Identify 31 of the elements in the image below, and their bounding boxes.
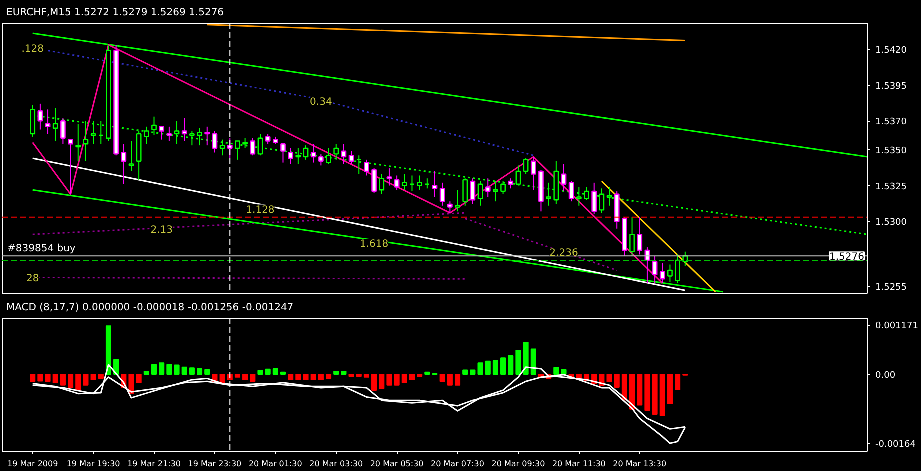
x-tick-label: 19 Mar 23:30 xyxy=(188,460,242,468)
x-tick-label: 20 Mar 07:30 xyxy=(431,460,484,468)
annotation: 0.34 xyxy=(310,97,332,108)
annotation: .128 xyxy=(22,44,44,55)
chart-title: MACD (8,17,7) 0.000000 -0.000018 -0.001256 -0.001247 xyxy=(6,302,294,314)
x-tick-label: 20 Mar 09:30 xyxy=(492,460,546,468)
x-tick-label: 20 Mar 03:30 xyxy=(310,460,364,468)
y-tick-label: 0.00 xyxy=(876,370,896,381)
annotation: 28 xyxy=(26,274,40,285)
y-tick-label: 0.001171 xyxy=(876,322,918,332)
y-tick-label: 1.5325 xyxy=(876,182,907,192)
annotation: 2.13 xyxy=(150,224,173,236)
y-tick-label: 1.5370 xyxy=(876,118,908,128)
annotation: 1.618 xyxy=(360,239,389,250)
x-tick-label: 19 Mar 19:30 xyxy=(66,460,120,468)
y-tick-label: 1.5255 xyxy=(876,282,907,293)
x-tick-label: 19 Mar 2009 xyxy=(7,460,58,468)
y-tick-label: 1.5420 xyxy=(876,46,908,56)
ref-line-label: #839854 buy xyxy=(8,243,76,254)
y-tick-label: -0.00164 xyxy=(876,440,916,450)
ref-line-label: 1.5276 xyxy=(830,252,865,264)
y-tick-label: 1.5395 xyxy=(876,82,907,92)
annotation: 1.128 xyxy=(246,204,275,216)
x-tick-label: 20 Mar 11:30 xyxy=(552,460,606,468)
y-tick-label: 1.5350 xyxy=(876,146,908,156)
y-tick-label: 1.5300 xyxy=(876,218,908,228)
x-tick-label: 20 Mar 05:30 xyxy=(370,460,424,468)
x-tick-label: 20 Mar 01:30 xyxy=(248,460,302,468)
x-tick-label: 19 Mar 21:30 xyxy=(128,460,181,468)
x-tick-label: 20 Mar 13:30 xyxy=(613,460,667,468)
chart-title: EURCHF,M15 1.5272 1.5279 1.5269 1.5276 xyxy=(6,8,224,18)
